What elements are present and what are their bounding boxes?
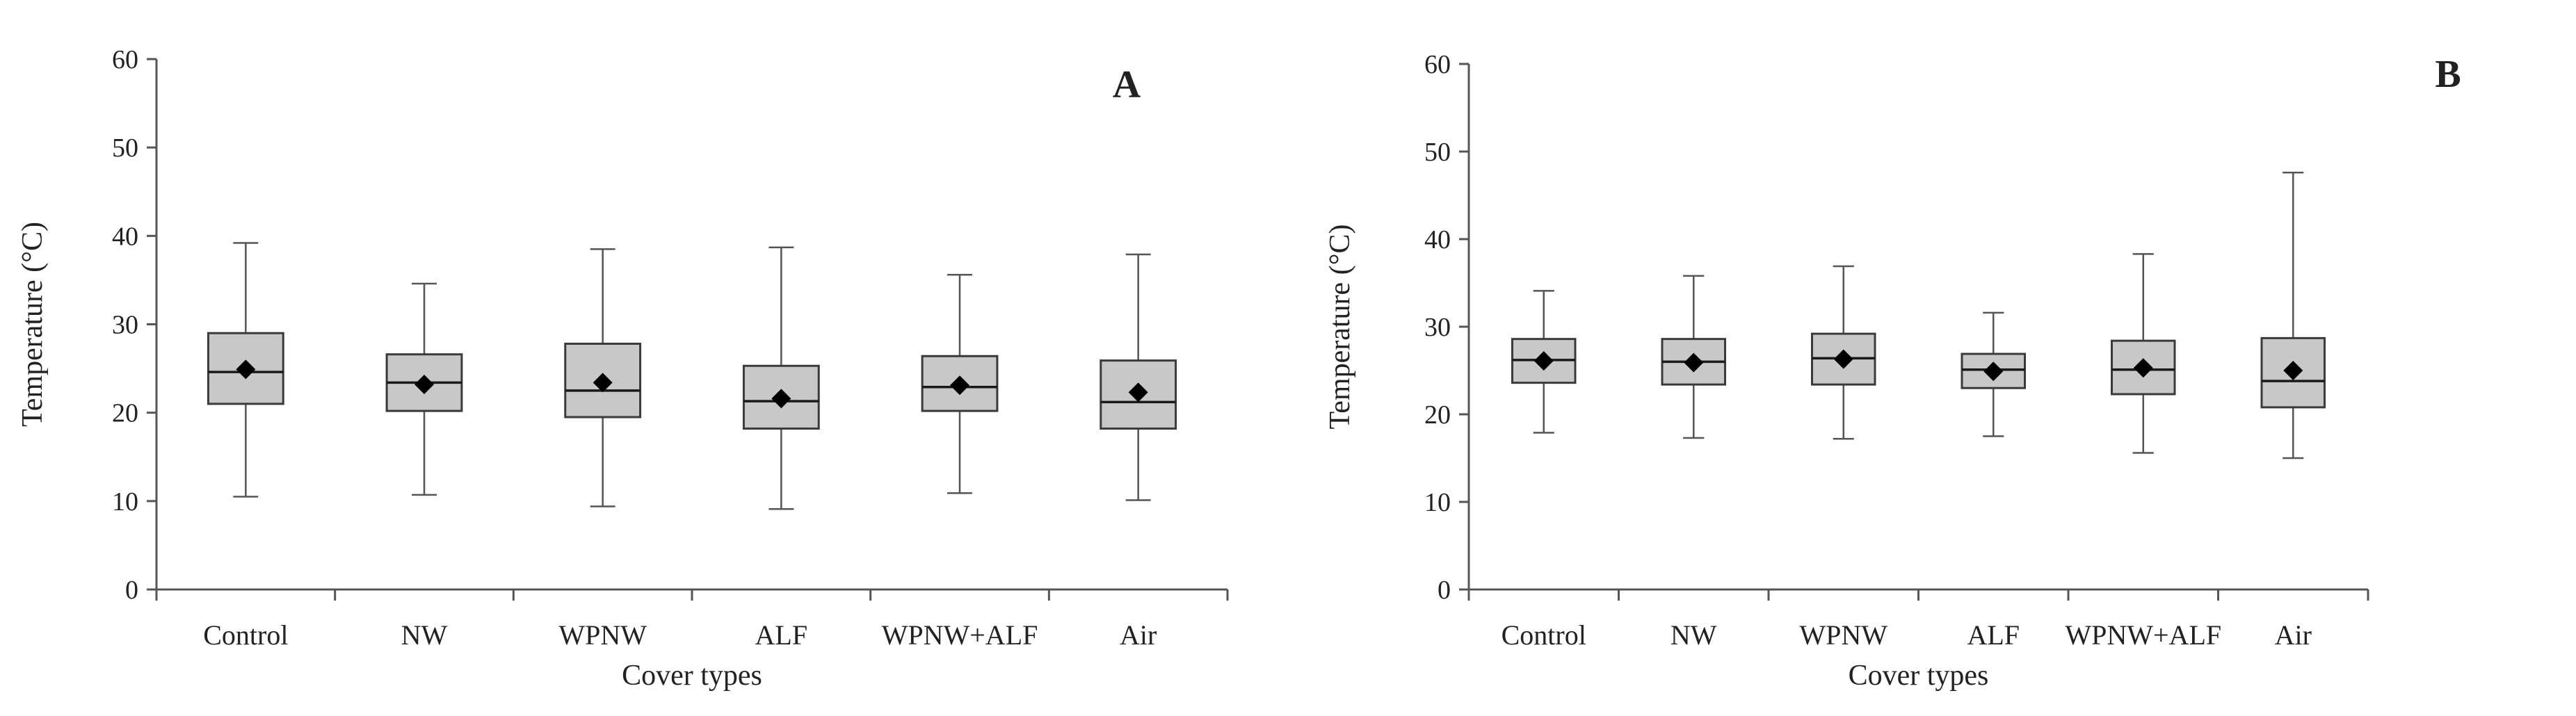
y-tick-label: 20 (112, 399, 138, 428)
mean-marker (236, 359, 256, 380)
box-nw (385, 282, 463, 496)
mean-marker (2133, 358, 2153, 378)
box-wpnw (564, 248, 642, 507)
panel-label: B (2435, 53, 2461, 96)
mean-marker (2283, 361, 2303, 380)
x-category-label: WPNW+ALF (2065, 619, 2221, 651)
x-category-label: Air (1120, 619, 1157, 651)
box-air (1100, 253, 1177, 501)
mean-marker (1533, 351, 1554, 371)
box-air (2260, 171, 2326, 459)
panel-b: 0 10 20 30 40 50 60 Control NW WPNW ALF WPNW+ALF Air… (1324, 50, 2461, 692)
box-nw (1661, 275, 1727, 439)
x-category-label: NW (401, 619, 448, 651)
x-category-label: NW (1671, 619, 1717, 651)
mean-marker (1684, 352, 1704, 373)
x-axis-title: Cover types (1849, 660, 1989, 692)
box-alf (1961, 311, 2027, 437)
y-axis-title: Temperature (°C) (1324, 225, 1356, 430)
iqr-box (2260, 336, 2326, 409)
y-tick-label: 10 (112, 487, 138, 516)
y-tick-label: 20 (1424, 400, 1451, 430)
panel-a: 0 10 20 30 40 50 60 Control NW WPNW ALF WPNW+ALF Air… (17, 45, 1229, 692)
x-category-label: WPNW (558, 619, 647, 651)
iqr-box (207, 332, 284, 405)
mean-marker (771, 389, 791, 409)
y-axis-title: Temperature (°C) (17, 222, 49, 427)
mean-marker (950, 375, 969, 396)
x-category-label: WPNW (1799, 619, 1887, 651)
y-tick-label: 40 (1424, 225, 1451, 254)
mean-marker (593, 373, 613, 393)
x-category-label: Air (2275, 619, 2312, 651)
y-tick-label: 50 (1424, 138, 1451, 167)
mean-marker (414, 374, 434, 394)
box-wpnw-alf (2110, 253, 2176, 454)
y-tick-label: 40 (112, 222, 138, 251)
x-category-label: WPNW+ALF (882, 619, 1038, 651)
x-category-label: Control (1502, 619, 1586, 651)
box-wpnw (1810, 265, 1876, 440)
y-tick-label: 60 (112, 45, 138, 74)
y-tick-label: 0 (1438, 576, 1451, 605)
y-tick-label: 0 (125, 576, 138, 605)
x-category-label: ALF (755, 619, 808, 651)
x-axis-title: Cover types (622, 660, 762, 692)
y-tick-label: 30 (112, 311, 138, 340)
box-control (207, 242, 284, 498)
y-tick-label: 30 (1424, 313, 1451, 342)
mean-marker (1833, 349, 1853, 369)
box-wpnw-alf (921, 274, 999, 494)
box-alf (742, 246, 820, 510)
y-tick-label: 60 (1424, 50, 1451, 79)
box-control (1511, 290, 1577, 434)
x-category-label: ALF (1967, 619, 2020, 651)
y-tick-label: 50 (112, 133, 138, 163)
mean-marker (1128, 382, 1148, 402)
mean-marker (1983, 361, 2004, 382)
x-category-label: Control (203, 619, 288, 651)
panel-label: A (1113, 63, 1141, 106)
y-tick-label: 10 (1424, 488, 1451, 517)
